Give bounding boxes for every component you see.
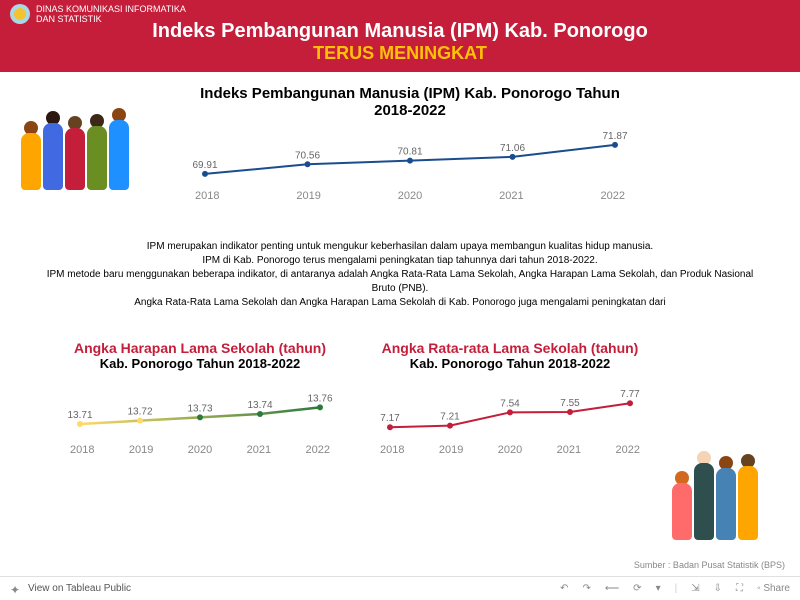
page-subtitle: TERUS MENINGKAT (10, 43, 790, 64)
svg-text:7.17: 7.17 (380, 413, 400, 424)
svg-text:71.06: 71.06 (500, 143, 525, 154)
svg-text:71.87: 71.87 (602, 131, 627, 142)
ipm-chart-title: Indeks Pembangunan Manusia (IPM) Kab. Po… (185, 85, 635, 119)
pause-icon[interactable]: ▾ (656, 583, 661, 594)
view-label: View on Tableau Public (28, 583, 131, 594)
source-text: Sumber : Badan Pusat Statistik (BPS) (634, 560, 785, 570)
ipm-xaxis-labels: 20182019202020212022 (185, 190, 635, 202)
redo-icon[interactable]: ↷ (582, 583, 590, 594)
svg-text:13.73: 13.73 (187, 403, 212, 414)
harapan-chart: Angka Harapan Lama Sekolah (tahun) Kab. … (60, 340, 340, 456)
fullscreen-icon[interactable]: ⛶ (736, 583, 743, 594)
undo-icon[interactable]: ↶ (560, 583, 568, 594)
harapan-xaxis-labels: 20182019202020212022 (60, 444, 340, 456)
svg-text:13.76: 13.76 (307, 393, 332, 404)
download-icon[interactable]: ⇩ (714, 583, 722, 594)
ipm-chart: Indeks Pembangunan Manusia (IPM) Kab. Po… (185, 85, 635, 202)
tableau-footer: View on Tableau Public ↶ ↷ ⟵ ⟳ ▾ | ⇲ ⇩ ⛶… (0, 576, 800, 600)
illustration-people-left (10, 80, 140, 190)
desc-p1: IPM merupakan indikator penting untuk me… (40, 240, 760, 254)
svg-text:69.91: 69.91 (192, 160, 217, 171)
illustration-people-right (640, 370, 790, 540)
ratarata-title-a: Angka Rata-rata Lama Sekolah (tahun) (370, 340, 650, 356)
svg-text:7.77: 7.77 (620, 389, 640, 400)
ratarata-line-svg: 7.17 7.21 7.54 7.55 7.77 (370, 379, 650, 439)
tableau-icon (10, 583, 22, 595)
ratarata-chart: Angka Rata-rata Lama Sekolah (tahun) Kab… (370, 340, 650, 456)
svg-text:13.74: 13.74 (247, 400, 272, 411)
harapan-title-b: Kab. Ponorogo Tahun 2018-2022 (60, 356, 340, 371)
svg-text:7.55: 7.55 (560, 398, 580, 409)
view-on-tableau-button[interactable]: View on Tableau Public (10, 583, 131, 595)
device-icon[interactable]: ⇲ (691, 583, 699, 594)
desc-p4: Angka Rata-Rata Lama Sekolah dan Angka H… (40, 296, 760, 310)
svg-text:7.54: 7.54 (500, 398, 520, 409)
revert-icon[interactable]: ⟵ (605, 583, 619, 594)
svg-text:13.71: 13.71 (67, 410, 92, 421)
svg-text:7.21: 7.21 (440, 412, 460, 423)
svg-text:70.56: 70.56 (295, 150, 320, 161)
ratarata-title-b: Kab. Ponorogo Tahun 2018-2022 (370, 356, 650, 371)
desc-p2: IPM di Kab. Ponorogo terus mengalami pen… (40, 254, 760, 268)
refresh-icon[interactable]: ⟳ (633, 583, 641, 594)
org-logo-icon (10, 4, 30, 24)
svg-text:13.72: 13.72 (127, 407, 152, 418)
svg-text:70.81: 70.81 (397, 147, 422, 158)
ipm-line-svg: 69.91 70.56 70.81 71.06 71.87 (185, 125, 635, 185)
org-line1: DINAS KOMUNIKASI INFORMATIKA (36, 4, 186, 14)
ratarata-xaxis-labels: 20182019202020212022 (370, 444, 650, 456)
harapan-title-a: Angka Harapan Lama Sekolah (tahun) (60, 340, 340, 356)
harapan-line-svg: 13.71 13.72 13.73 13.74 13.76 (60, 379, 340, 439)
share-button[interactable]: ◦ Share (757, 583, 790, 594)
desc-p3: IPM metode baru menggunakan beberapa ind… (40, 268, 760, 296)
header-banner: DINAS KOMUNIKASI INFORMATIKA DAN STATIST… (0, 0, 800, 72)
description-text: IPM merupakan indikator penting untuk me… (40, 240, 760, 310)
